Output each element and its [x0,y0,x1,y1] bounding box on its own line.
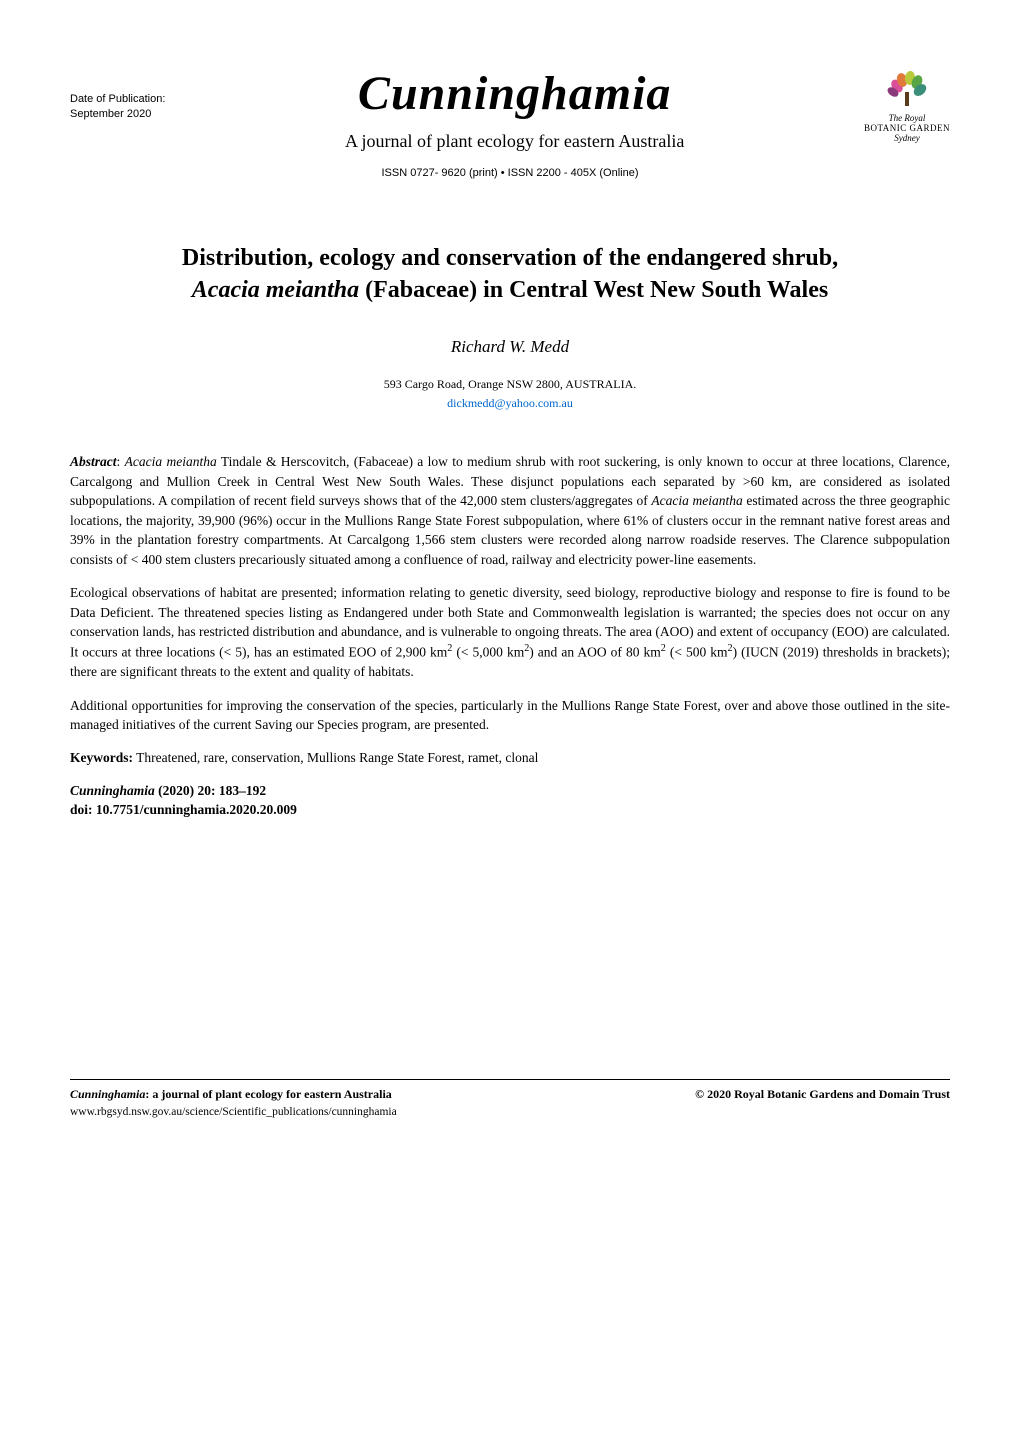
footer-left: Cunninghamia: a journal of plant ecology… [70,1086,397,1120]
pub-date-label: Date of Publication: [70,93,165,105]
citation: Cunninghamia (2020) 20: 183–192 doi: 10.… [70,782,950,820]
issn-line: ISSN 0727- 9620 (print) • ISSN 2200 - 40… [70,166,950,181]
journal-block: Cunninghamia A journal of plant ecology … [165,60,864,154]
logo-line3: Sydney [864,134,950,144]
abstract-label: Abstract [70,454,117,469]
abstract: Abstract: Acacia meiantha Tindale & Hers… [70,452,950,735]
citation-doi: doi: 10.7751/cunninghamia.2020.20.009 [70,801,950,820]
footer-url: www.rbgsyd.nsw.gov.au/science/Scientific… [70,1106,397,1118]
masthead: Date of Publication: September 2020 Cunn… [70,60,950,154]
title-species: Acacia meiantha [192,277,359,303]
pub-date-value: September 2020 [70,108,151,120]
citation-vol: (2020) 20: 183–192 [155,783,266,798]
article-title: Distribution, ecology and conservation o… [70,242,950,307]
keywords-label: Keywords: [70,750,133,765]
page-footer: Cunninghamia: a journal of plant ecology… [70,1079,950,1120]
keywords: Keywords: Threatened, rare, conservation… [70,749,950,768]
species-name: Acacia meiantha [125,454,217,469]
title-line2-rest: (Fabaceae) in Central West New South Wal… [359,277,828,303]
abstract-p3: Additional opportunities for improving t… [70,696,950,735]
email-link[interactable]: dickmedd@yahoo.com.au [447,396,573,410]
author-affiliation: 593 Cargo Road, Orange NSW 2800, AUSTRAL… [70,376,950,393]
citation-journal: Cunninghamia [70,783,155,798]
keywords-text: Threatened, rare, conservation, Mullions… [133,750,538,765]
publication-date: Date of Publication: September 2020 [70,92,165,123]
journal-subtitle: A journal of plant ecology for eastern A… [165,129,864,154]
abstract-p1: Abstract: Acacia meiantha Tindale & Hers… [70,452,950,569]
publisher-logo: The Royal BOTANIC GARDEN Sydney [864,70,950,144]
footer-journal-title: Cunninghamia [70,1087,145,1101]
author-name: Richard W. Medd [70,335,950,359]
abstract-p2: Ecological observations of habitat are p… [70,583,950,681]
title-line1: Distribution, ecology and conservation o… [182,245,838,271]
species-name: Acacia meiantha [651,493,742,508]
author-email: dickmedd@yahoo.com.au [70,395,950,412]
footer-journal-desc: : a journal of plant ecology for eastern… [145,1087,391,1101]
footer-copyright: © 2020 Royal Botanic Gardens and Domain … [695,1086,950,1120]
journal-title: Cunninghamia [165,60,864,127]
tree-icon [882,70,932,108]
